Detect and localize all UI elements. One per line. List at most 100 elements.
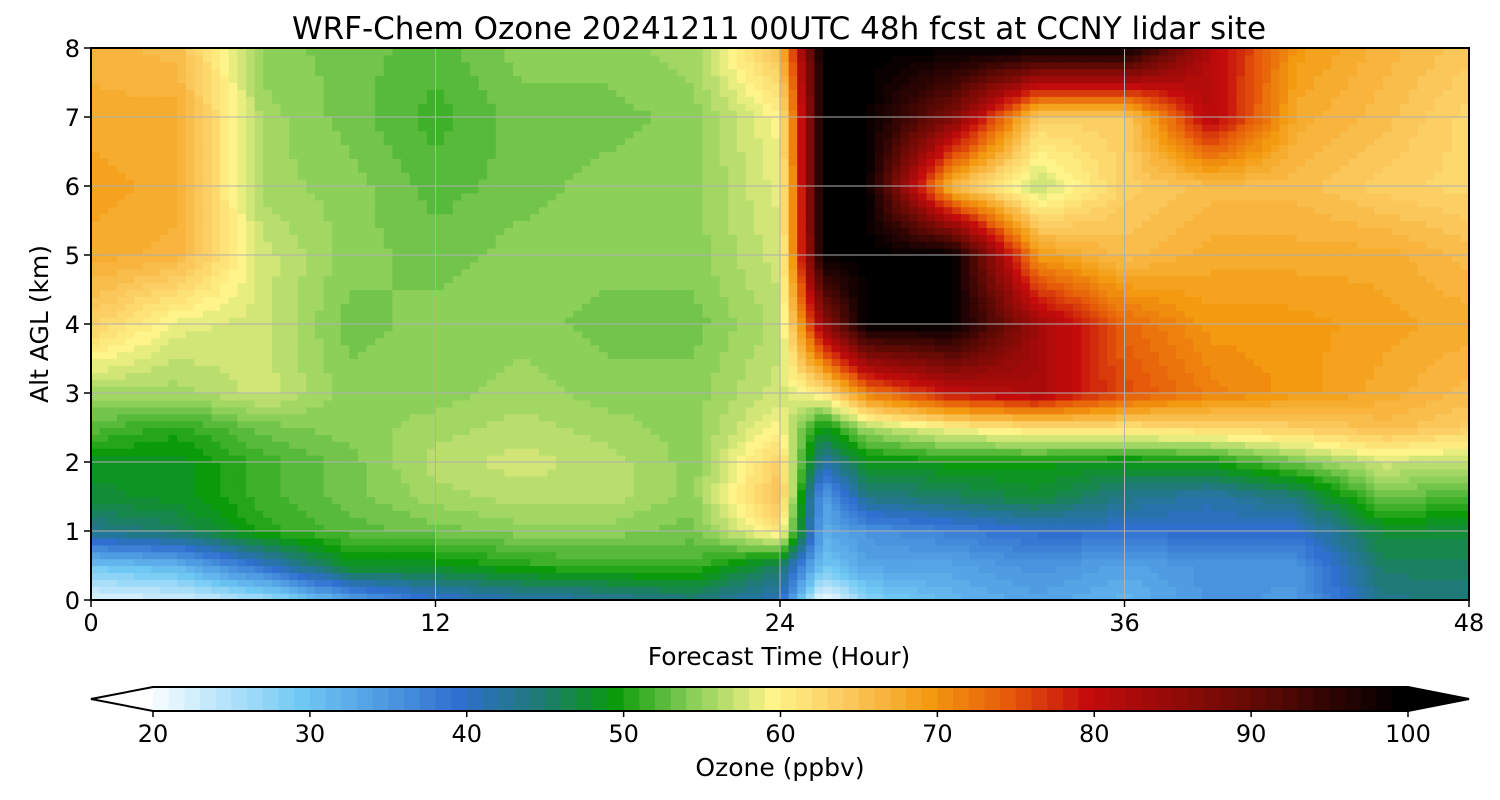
heatmap-cell bbox=[280, 158, 290, 166]
heatmap-cell bbox=[211, 579, 221, 587]
heatmap-cell bbox=[220, 551, 230, 560]
heatmap-cell bbox=[168, 68, 178, 77]
heatmap-cell bbox=[487, 165, 497, 173]
heatmap-cell bbox=[444, 399, 454, 408]
heatmap-cell bbox=[452, 420, 462, 429]
heatmap-cell bbox=[168, 531, 178, 539]
heatmap-cell bbox=[375, 103, 385, 111]
heatmap-cell bbox=[202, 151, 213, 159]
heatmap-cell bbox=[314, 227, 325, 235]
heatmap-cell bbox=[177, 220, 187, 228]
heatmap-cell bbox=[564, 186, 574, 194]
heatmap-cell bbox=[297, 206, 307, 215]
heatmap-cell bbox=[125, 455, 135, 463]
heatmap-cell bbox=[599, 413, 609, 422]
heatmap-cell bbox=[426, 531, 437, 539]
heatmap-cell bbox=[452, 296, 462, 304]
heatmap-cell bbox=[159, 551, 170, 560]
heatmap-cell bbox=[556, 199, 566, 208]
heatmap-cell bbox=[469, 165, 480, 173]
heatmap-cell bbox=[366, 379, 376, 387]
heatmap-cell bbox=[573, 103, 583, 111]
heatmap-cell bbox=[340, 172, 350, 180]
heatmap-cell bbox=[495, 420, 505, 429]
heatmap-cell bbox=[306, 455, 316, 463]
heatmap-cell bbox=[151, 220, 161, 228]
heatmap-cell bbox=[99, 510, 109, 518]
heatmap-cell bbox=[91, 68, 101, 77]
heatmap-cell bbox=[314, 172, 325, 180]
heatmap-cell bbox=[168, 524, 178, 532]
heatmap-cell bbox=[159, 206, 170, 215]
heatmap-cell bbox=[280, 241, 290, 249]
heatmap-cell bbox=[228, 441, 239, 449]
heatmap-cell bbox=[383, 48, 394, 56]
heatmap-cell bbox=[581, 82, 592, 90]
heatmap-cell bbox=[332, 303, 342, 311]
heatmap-cell bbox=[513, 151, 523, 159]
heatmap-cell bbox=[125, 241, 135, 249]
heatmap-cell bbox=[547, 234, 557, 242]
heatmap-cell bbox=[392, 537, 402, 546]
heatmap-cell bbox=[91, 351, 101, 360]
heatmap-cell bbox=[461, 123, 471, 132]
heatmap-cell bbox=[383, 351, 394, 360]
heatmap-cell bbox=[297, 179, 307, 187]
heatmap-cell bbox=[513, 303, 523, 311]
heatmap-cell bbox=[547, 386, 557, 394]
heatmap-cell bbox=[624, 593, 635, 600]
heatmap-cell bbox=[220, 213, 230, 222]
heatmap-cell bbox=[530, 158, 540, 166]
heatmap-cell bbox=[211, 572, 221, 580]
heatmap-cell bbox=[599, 365, 609, 373]
heatmap-cell bbox=[99, 268, 109, 277]
heatmap-cell bbox=[624, 372, 635, 380]
heatmap-cell bbox=[237, 330, 247, 339]
heatmap-cell bbox=[418, 75, 428, 84]
heatmap-cell bbox=[211, 455, 221, 463]
heatmap-cell bbox=[340, 517, 350, 525]
heatmap-cell bbox=[538, 130, 549, 139]
heatmap-cell bbox=[142, 434, 152, 442]
heatmap-cell bbox=[306, 558, 316, 567]
heatmap-cell bbox=[469, 510, 480, 518]
heatmap-cell bbox=[323, 482, 333, 491]
heatmap-cell bbox=[530, 565, 540, 573]
heatmap-cell bbox=[607, 537, 617, 546]
heatmap-cell bbox=[220, 593, 230, 600]
heatmap-cell bbox=[538, 96, 549, 104]
heatmap-cell bbox=[383, 310, 394, 318]
heatmap-cell bbox=[444, 165, 454, 173]
heatmap-cell bbox=[159, 427, 170, 435]
heatmap-cell bbox=[401, 524, 411, 532]
heatmap-cell bbox=[504, 61, 514, 70]
heatmap-cell bbox=[530, 310, 540, 318]
heatmap-cell bbox=[409, 261, 419, 270]
heatmap-cell bbox=[504, 496, 514, 504]
heatmap-cell bbox=[142, 310, 152, 318]
heatmap-cell bbox=[263, 289, 273, 297]
heatmap-cell bbox=[323, 144, 333, 153]
heatmap-cell bbox=[211, 462, 221, 470]
heatmap-cell bbox=[461, 434, 471, 442]
heatmap-cell bbox=[426, 110, 437, 118]
heatmap-cell bbox=[246, 151, 256, 159]
heatmap-cell bbox=[357, 579, 368, 587]
heatmap-cell bbox=[530, 503, 540, 511]
heatmap-cell bbox=[383, 227, 394, 235]
heatmap-cell bbox=[435, 96, 445, 104]
heatmap-cell bbox=[263, 61, 273, 70]
heatmap-cell bbox=[340, 579, 350, 587]
heatmap-cell bbox=[211, 503, 221, 511]
heatmap-cell bbox=[91, 268, 101, 277]
heatmap-cell bbox=[297, 406, 307, 415]
heatmap-cell bbox=[435, 261, 445, 270]
heatmap-cell bbox=[521, 330, 531, 339]
heatmap-cell bbox=[220, 579, 230, 587]
heatmap-cell bbox=[211, 317, 221, 325]
heatmap-cell bbox=[246, 427, 256, 435]
heatmap-cell bbox=[254, 261, 264, 270]
heatmap-cell bbox=[349, 358, 359, 366]
heatmap-cell bbox=[168, 462, 178, 470]
heatmap-cell bbox=[314, 255, 325, 263]
